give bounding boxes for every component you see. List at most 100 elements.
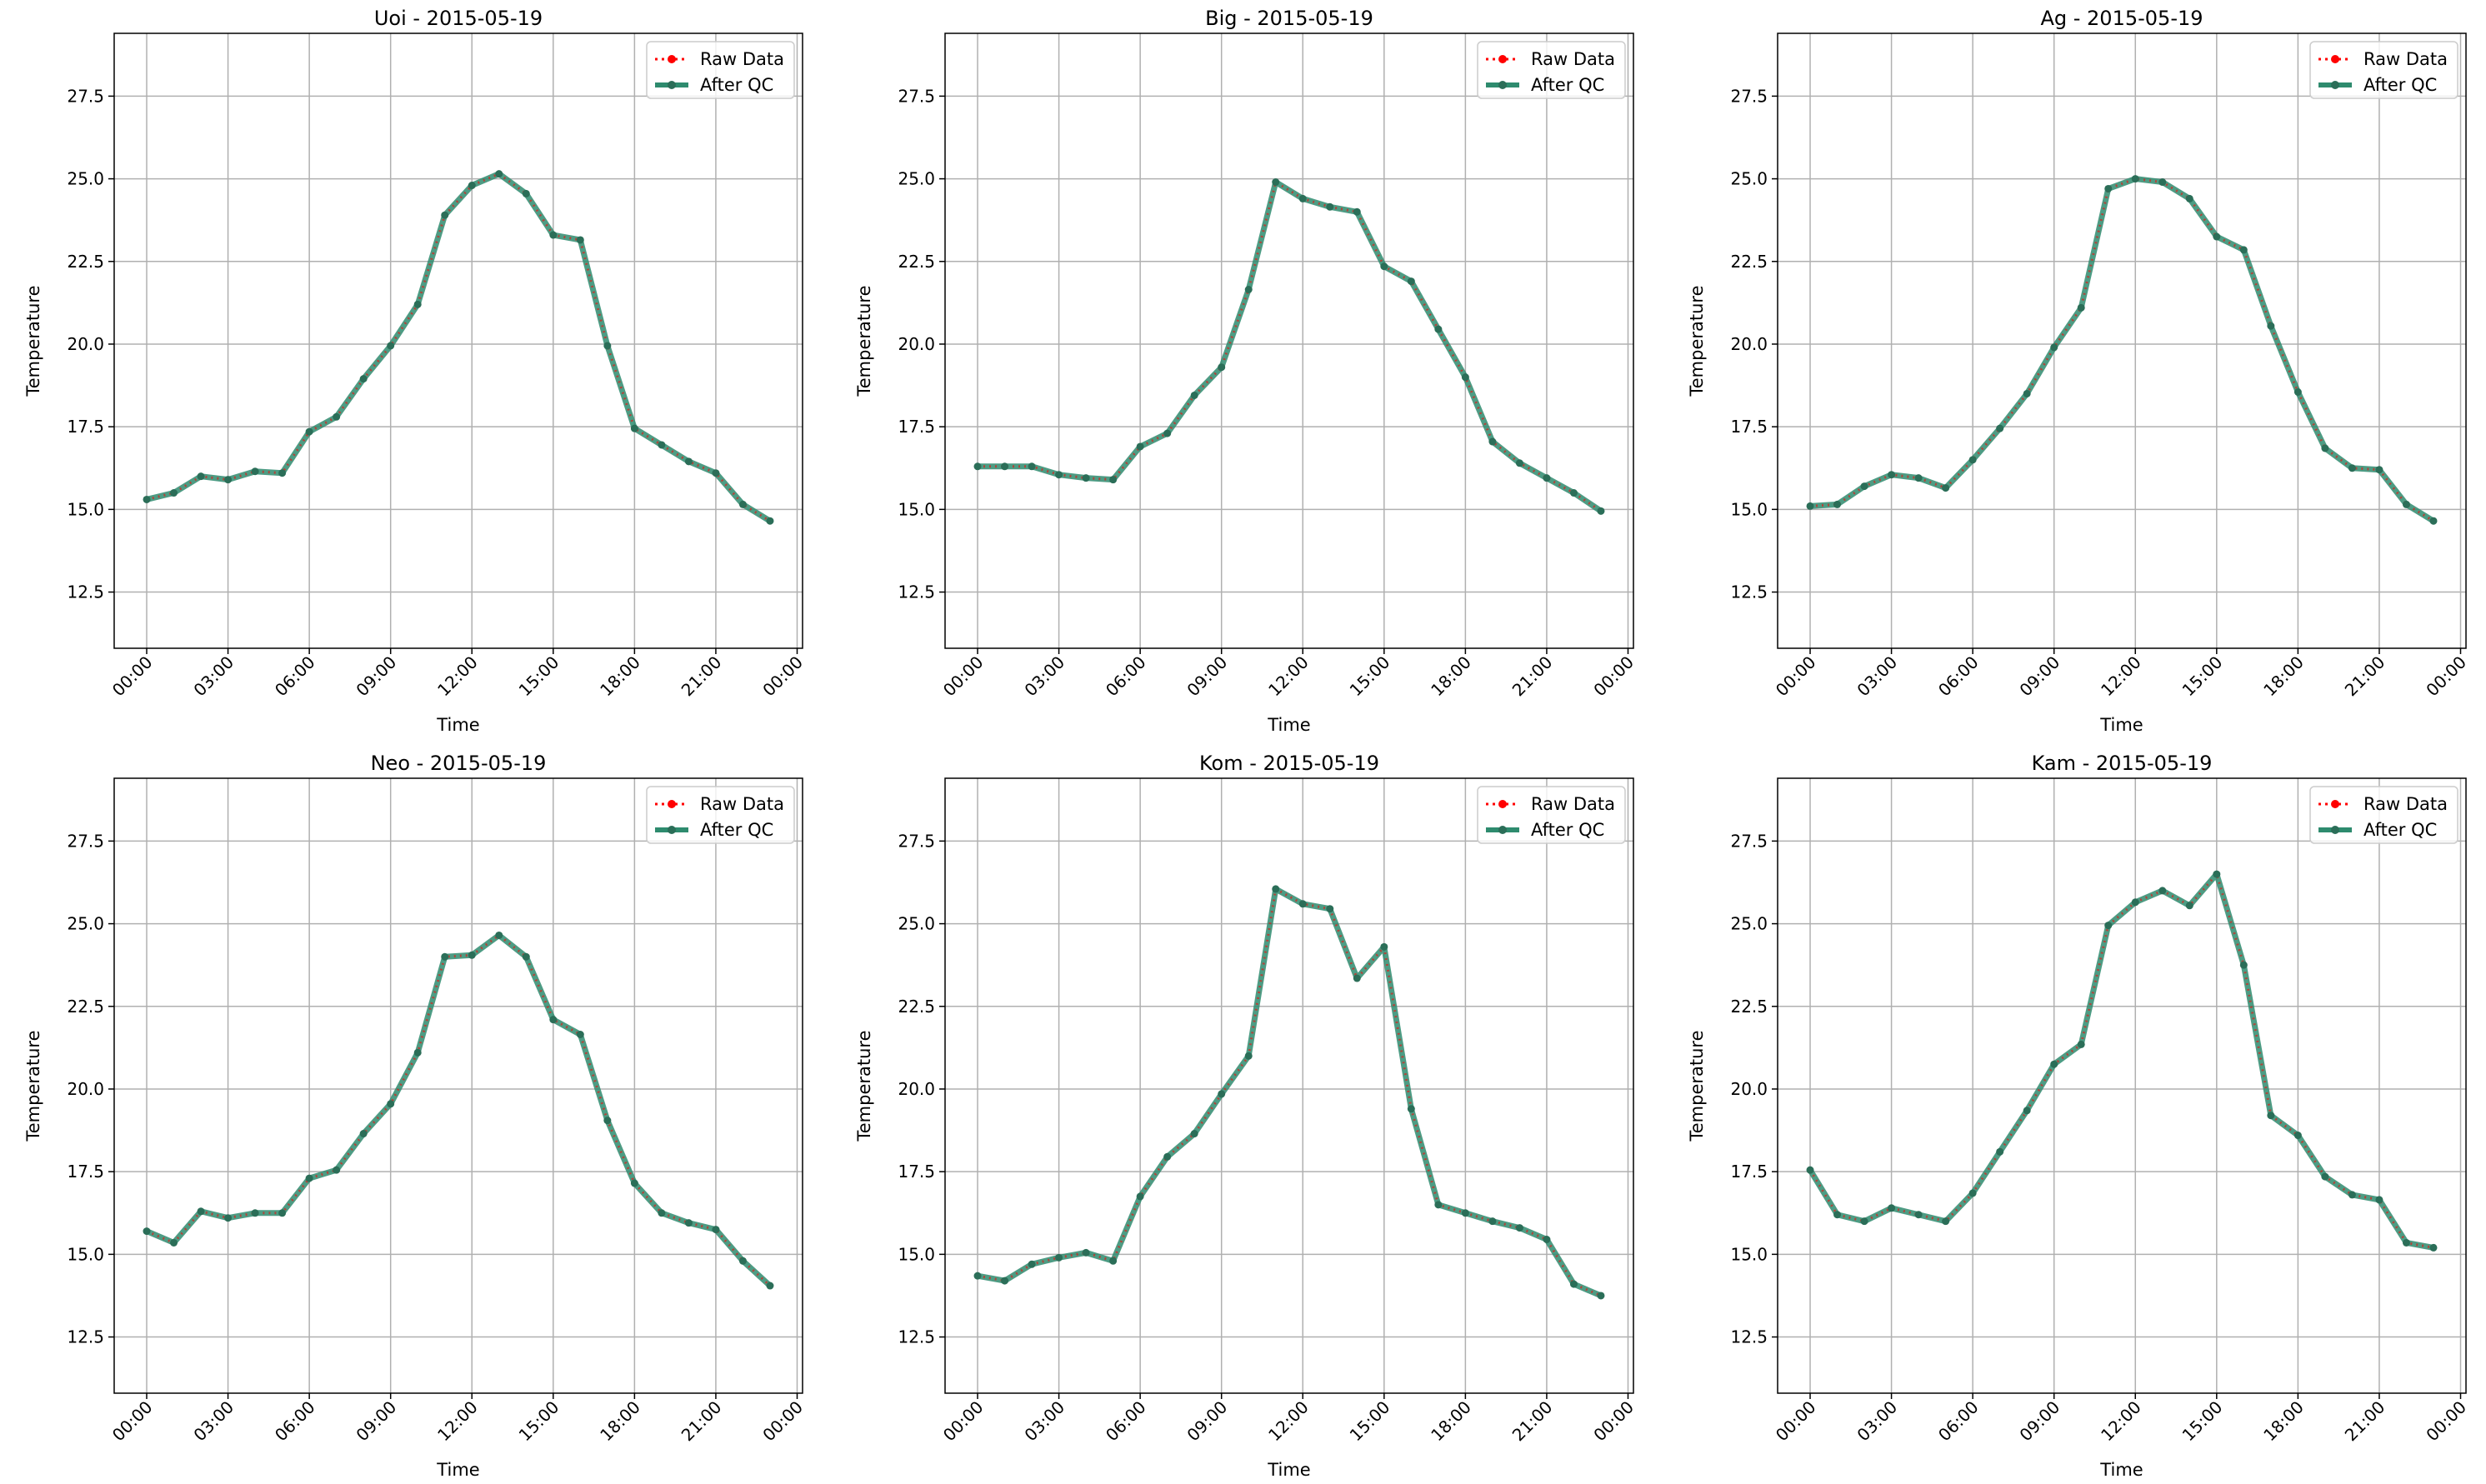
data-point	[441, 211, 449, 219]
x-tick-label: 21:00	[1508, 652, 1557, 701]
x-axis-label: Time	[1267, 1460, 1310, 1480]
data-point	[468, 951, 476, 959]
y-tick-label: 22.5	[1730, 252, 1768, 272]
data-point	[766, 517, 774, 525]
data-point	[2321, 444, 2329, 452]
data-point	[1833, 500, 1842, 508]
x-tick-label: 00:00	[939, 1397, 988, 1446]
data-point	[1407, 1105, 1415, 1113]
data-point	[1001, 462, 1009, 471]
data-point	[1407, 277, 1415, 286]
x-tick-label: 15:00	[1346, 1397, 1394, 1446]
data-point	[1942, 1217, 1950, 1226]
data-point	[170, 489, 178, 497]
data-point	[2375, 466, 2383, 474]
chart-title: Kam - 2015-05-19	[2032, 752, 2213, 775]
raw-data-line	[146, 172, 771, 522]
x-tick-label: 09:00	[2016, 652, 2064, 701]
y-tick-label: 22.5	[1730, 997, 1768, 1017]
y-tick-label: 15.0	[1730, 1244, 1768, 1264]
data-point	[738, 1257, 747, 1265]
y-tick-label: 17.5	[67, 417, 104, 437]
y-tick-label: 12.5	[67, 582, 104, 602]
legend-qc-marker	[1498, 826, 1507, 834]
x-tick-label: 00:00	[2422, 652, 2470, 701]
after-qc-line	[146, 171, 772, 524]
data-point	[359, 1130, 368, 1138]
data-point	[1888, 471, 1896, 479]
x-tick-label: 15:00	[2178, 652, 2227, 701]
data-point	[2077, 303, 2085, 312]
legend: Raw Data After QC	[2309, 41, 2458, 99]
x-tick-label: 18:00	[1427, 1397, 1475, 1446]
x-tick-label: 03:00	[189, 1397, 238, 1446]
legend-qc-label: After QC	[2363, 820, 2437, 840]
x-tick-label: 09:00	[1183, 652, 1232, 701]
x-tick-label: 00:00	[939, 652, 988, 701]
x-tick-label: 21:00	[1508, 1397, 1557, 1446]
y-tick-label: 15.0	[67, 1244, 104, 1264]
x-tick-label: 12:00	[433, 1397, 482, 1446]
data-point	[1136, 442, 1144, 451]
data-point	[333, 412, 341, 421]
data-point	[1028, 462, 1036, 471]
plot-frame	[1777, 32, 2467, 649]
x-tick-label: 21:00	[2341, 652, 2389, 701]
data-point	[684, 457, 693, 466]
data-point	[549, 231, 558, 239]
x-tick-label: 00:00	[108, 652, 157, 701]
data-point	[1272, 885, 1280, 893]
data-point	[2131, 898, 2139, 907]
raw-data-line	[1809, 177, 2434, 522]
data-point	[1353, 974, 1361, 982]
y-tick-label: 22.5	[67, 252, 104, 272]
x-tick-label: 15:00	[2178, 1397, 2227, 1446]
x-tick-label: 00:00	[1589, 1397, 1638, 1446]
legend-qc-label: After QC	[2363, 75, 2437, 95]
data-point	[1968, 456, 1977, 464]
y-axis-label: Temperature	[854, 1030, 874, 1142]
data-point	[603, 1117, 612, 1125]
y-tick-label: 20.0	[1730, 334, 1768, 354]
data-point	[2402, 1238, 2410, 1247]
raw-data-line	[1808, 872, 2434, 1249]
x-tick-label: 00:00	[1772, 1397, 1820, 1446]
data-point	[1543, 1236, 1551, 1243]
data-point	[684, 1219, 693, 1227]
legend-raw-label: Raw Data	[700, 49, 784, 69]
legend-raw-label: Raw Data	[2363, 49, 2448, 69]
data-point	[630, 1179, 638, 1187]
data-point	[1055, 1253, 1063, 1262]
data-point	[1163, 429, 1172, 437]
subplot: 12.5 15.0 17.5 20.0 22.5 25.0 27.5 00:00 03:00 06…	[23, 752, 807, 1480]
data-point	[712, 1226, 720, 1234]
data-point	[2321, 1172, 2329, 1181]
y-tick-label: 27.5	[1730, 86, 1768, 106]
x-tick-label: 21:00	[678, 652, 726, 701]
subplot: 12.5 15.0 17.5 20.0 22.5 25.0 27.5 00:00 03:00 06…	[1687, 752, 2470, 1480]
data-point	[1190, 1130, 1198, 1138]
data-point	[413, 1048, 422, 1057]
data-point	[305, 1174, 313, 1182]
after-qc-line	[145, 932, 773, 1288]
x-axis-label: Time	[2099, 1460, 2143, 1480]
legend: Raw Data After QC	[646, 41, 795, 99]
x-tick-label: 12:00	[2097, 652, 2145, 701]
data-point	[1434, 1201, 1443, 1209]
data-point	[2050, 343, 2058, 352]
x-tick-label: 06:00	[1934, 652, 1983, 701]
x-tick-label: 06:00	[1102, 1397, 1150, 1446]
data-point	[2267, 322, 2275, 330]
data-point	[1806, 502, 1814, 510]
y-tick-label: 20.0	[898, 1079, 935, 1099]
data-point	[549, 1016, 558, 1024]
y-tick-label: 17.5	[1730, 417, 1768, 437]
data-point	[224, 476, 233, 484]
legend-raw-label: Raw Data	[2363, 794, 2448, 814]
x-tick-label: 18:00	[1427, 652, 1475, 701]
x-tick-label: 18:00	[2259, 652, 2308, 701]
x-tick-label: 00:00	[758, 652, 807, 701]
x-tick-label: 00:00	[108, 1397, 157, 1446]
y-tick-label: 20.0	[67, 1079, 104, 1099]
data-point	[1461, 373, 1469, 382]
